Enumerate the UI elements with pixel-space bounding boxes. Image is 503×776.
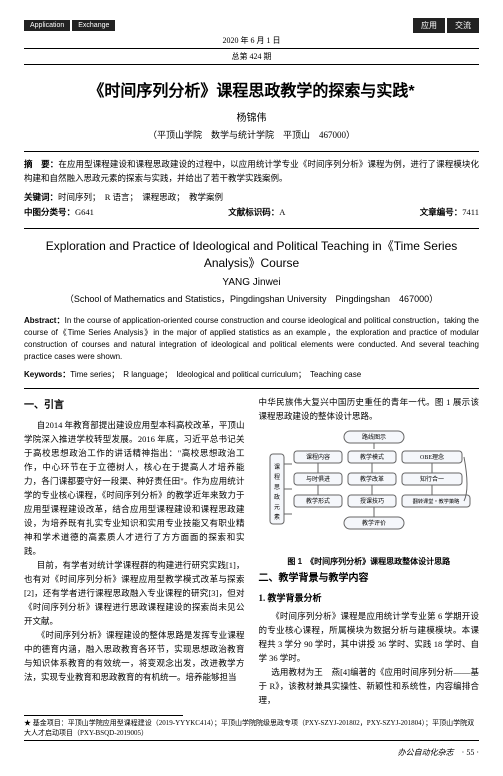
footer-magazine: 办公自动化杂志 (398, 747, 454, 758)
abstract-cn-text: 在应用型课程建设和课程思政建设的过程中，以应用统计学专业《时间序列分析》课程为例… (24, 159, 479, 183)
abstract-en-label: Abstract： (24, 316, 65, 325)
footnote-star: ★ (24, 719, 31, 727)
svg-text:素: 素 (274, 513, 280, 521)
title-english: Exploration and Practice of Ideological … (24, 237, 479, 271)
class-no: 中图分类号：G641 (24, 206, 94, 218)
divider-thick (24, 64, 479, 65)
divider4 (24, 388, 479, 389)
d-r3-2: 翻转课堂・教学策略 (412, 497, 460, 505)
svg-text:程: 程 (274, 473, 280, 481)
footnote: ★ 基金项目：平顶山学院应用型课程建设（2019-YYYKC414）；平顶山学院… (24, 719, 479, 739)
column-right: 中华民族伟大复兴中国历史重任的青年一代。图 1 展示该课程思政建设的整体设计思路… (259, 395, 480, 707)
d-r2-2: 知行合一 (420, 475, 444, 483)
d-bottom: 教学评价 (362, 519, 386, 527)
keywords-chinese: 关键词：时间序列； R 语言； 课程思政； 教学案例 (24, 191, 479, 203)
header: Application Exchange 应用 交流 (24, 18, 479, 33)
sec1-p2: 目前，有学者对统计学课程群的构建进行研究实践[1]，也有对《时间序列分析》课程应… (24, 558, 245, 628)
d-side: 课 (274, 463, 280, 471)
d-r2-0: 与时俱进 (306, 475, 330, 483)
column-left: 一、引言 自2014 年教育部提出建设应用型本科高校改革，平顶山学院深入推进学校… (24, 395, 245, 707)
keywords-en-text: Time series； R language； Ideological and… (70, 370, 361, 379)
sec2-p2: 选用教材为王 燕[4]编著的《应用时间序列分析——基于 R》，该教材兼具实操性、… (259, 665, 480, 707)
section2-sub1: 1. 教学背景分析 (259, 591, 480, 606)
d-top: 路线图示 (362, 433, 386, 441)
d-r1-1: 教学模式 (360, 453, 384, 461)
header-tabs-en: Application Exchange (24, 20, 115, 31)
tab-cn-ex: 交流 (447, 18, 479, 33)
abstract-cn-label: 摘 要： (24, 159, 58, 169)
footnote-separator (24, 715, 183, 716)
svg-text:元: 元 (274, 504, 280, 511)
keywords-cn-label: 关键词： (24, 192, 58, 202)
header-tabs-cn: 应用 交流 (413, 18, 479, 33)
divider2 (24, 151, 479, 152)
footer-page-number: · 55 · (462, 748, 479, 757)
author-english: YANG Jinwei (24, 277, 479, 288)
tab-application: Application (24, 20, 70, 31)
section1-title: 一、引言 (24, 398, 245, 415)
d-r3-1: 授课技巧 (360, 497, 384, 505)
flowchart-diagram: 课 程 思 政 元 素 路线图示 课程内容 教学模式 OBE理念 (259, 429, 480, 549)
classification-row: 中图分类号：G641 文献标识码：A 文章编号：7411 (24, 206, 479, 218)
figure1-caption: 图 1 《时间序列分析》课程思政整体设计思路 (259, 555, 480, 568)
col2-p0: 中华民族伟大复兴中国历史重任的青年一代。图 1 展示该课程思政建设的整体设计思路… (259, 395, 480, 423)
tab-cn-app: 应用 (413, 18, 445, 33)
doc-code: 文献标识码：A (228, 206, 285, 218)
svg-text:政: 政 (274, 493, 280, 501)
keywords-en-label: Keywords： (24, 370, 70, 379)
divider (24, 48, 479, 49)
abstract-chinese: 摘 要：在应用型课程建设和课程思政建设的过程中，以应用统计学专业《时间序列分析》… (24, 158, 479, 185)
sec1-p3: 《时间序列分析》课程建设的整体思路是发挥专业课程中的德育内涵，融入思政教育各环节… (24, 628, 245, 684)
abstract-english: Abstract：In the course of application-or… (24, 315, 479, 363)
header-date: 2020 年 6 月 1 日 (223, 35, 281, 46)
affiliation-chinese: （平顶山学院 数学与统计学院 平顶山 467000） (24, 128, 479, 141)
d-r1-0: 课程内容 (306, 453, 330, 461)
sec2-p1: 《时间序列分析》课程是应用统计学专业第 6 学期开设的专业核心课程，所属模块为数… (259, 609, 480, 665)
keywords-cn-text: 时间序列； R 语言； 课程思政； 教学案例 (58, 192, 223, 202)
keywords-english: Keywords：Time series； R language； Ideolo… (24, 369, 479, 380)
d-r1-2: OBE理念 (420, 453, 444, 461)
tab-exchange: Exchange (72, 20, 115, 31)
title-chinese: 《时间序列分析》课程思政教学的探索与实践* (24, 77, 479, 101)
footnote-text: 基金项目：平顶山学院应用型课程建设（2019-YYYKC414）；平顶山学院院级… (24, 719, 474, 737)
footer-divider (24, 740, 479, 741)
abstract-en-text: In the course of application-oriented co… (24, 316, 479, 361)
divider3 (24, 228, 479, 229)
d-r3-0: 教学形式 (306, 497, 330, 505)
body-columns: 一、引言 自2014 年教育部提出建设应用型本科高校改革，平顶山学院深入推进学校… (24, 395, 479, 707)
header-sub: 2020 年 6 月 1 日 (24, 35, 479, 46)
author-chinese: 杨锦伟 (24, 109, 479, 124)
affiliation-english: （School of Mathematics and Statistics，Pi… (24, 292, 479, 305)
section2-title: 二、教学背景与教学内容 (259, 571, 480, 588)
article-no: 文章编号：7411 (420, 206, 479, 218)
sec1-p1: 自2014 年教育部提出建设应用型本科高校改革，平顶山学院深入推进学校转型发展。… (24, 418, 245, 558)
issue-number: 总第 424 期 (24, 51, 479, 62)
svg-text:思: 思 (274, 484, 280, 491)
footer: 办公自动化杂志 · 55 · (24, 747, 479, 758)
d-r2-1: 教学改革 (360, 475, 384, 483)
